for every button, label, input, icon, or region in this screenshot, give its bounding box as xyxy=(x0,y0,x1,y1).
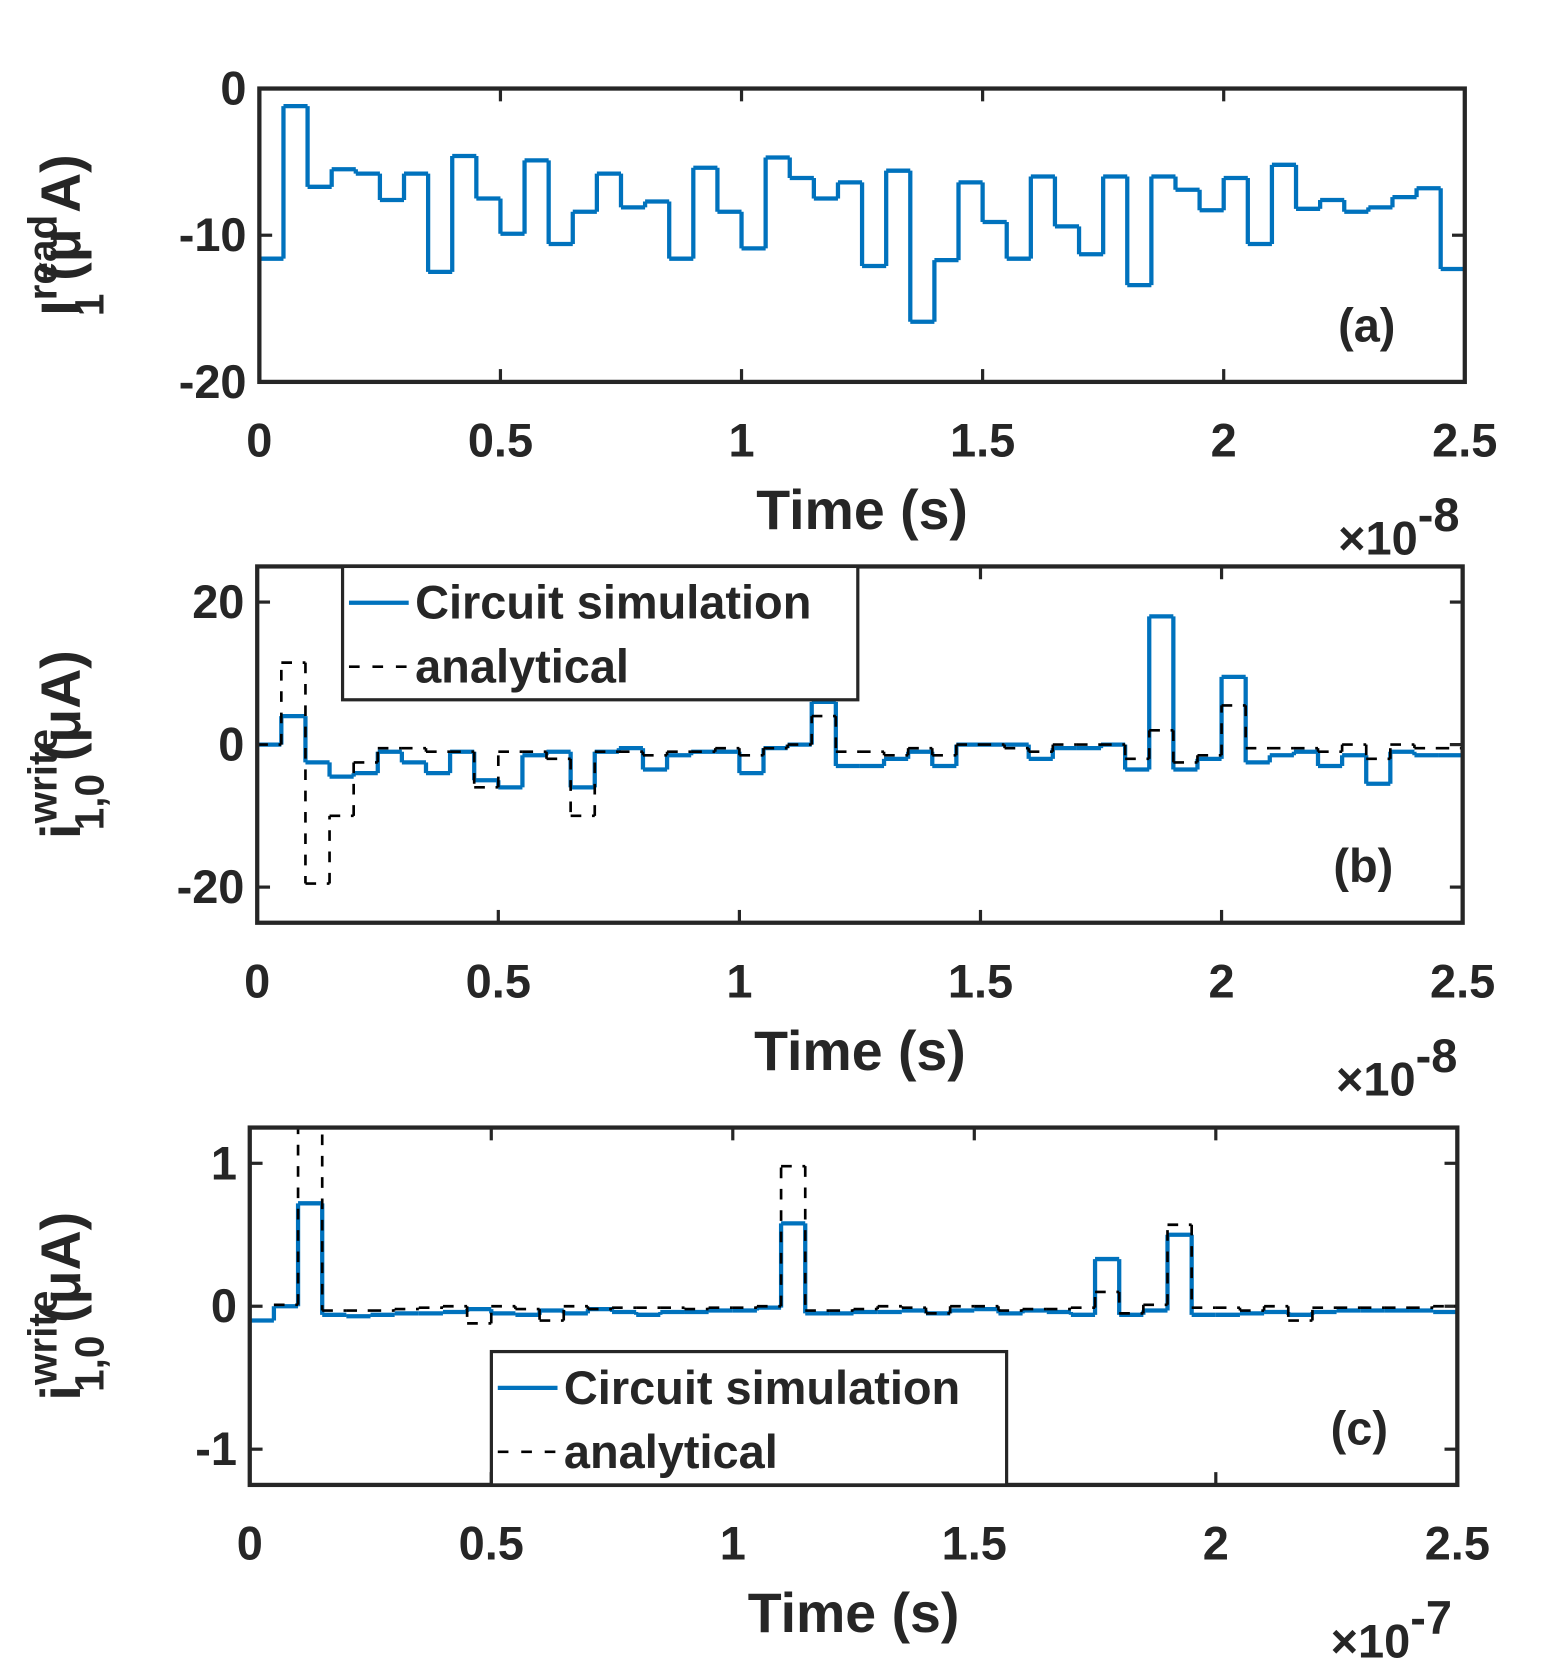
x-exponent: ×10-8 xyxy=(1336,1030,1457,1105)
y-label-unit: (μA) xyxy=(30,650,92,761)
legend-box xyxy=(340,564,860,702)
y-label-main: i xyxy=(30,824,92,839)
subplot: 0 0.5 1 1.5 2 2.5 -20 0 20 (b) Time (s) ×10-8 iwrite… xyxy=(20,564,1495,1106)
y-label-unit: (μ A) xyxy=(30,154,92,280)
plot-area xyxy=(257,614,1463,885)
x-exponent-power: -8 xyxy=(1418,489,1460,541)
y-axis-label: iwrite1,0 (μA) xyxy=(20,650,113,839)
x-exponent: ×10-8 xyxy=(1338,489,1459,564)
x-tick-label: 2.5 xyxy=(1425,1518,1490,1570)
x-tick-label: 1 xyxy=(728,415,754,467)
x-tick-label: 1 xyxy=(720,1518,746,1570)
legend-label: Circuit simulation xyxy=(564,1362,960,1414)
x-exponent-power: -7 xyxy=(1410,1592,1452,1644)
plot-area xyxy=(249,1127,1458,1325)
y-label-sup: read xyxy=(20,215,66,301)
y-tick-label: -1 xyxy=(195,1423,237,1475)
y-label-sup: write xyxy=(20,1291,66,1387)
x-tick-label: 0.5 xyxy=(466,955,531,1007)
subplot: 0 0.5 1 1.5 2 2.5 -20 -10 0 (a) Time (s) ×10-8 Iread… xyxy=(20,63,1498,565)
x-tick-label: 1.5 xyxy=(942,1518,1007,1570)
x-exponent-base: ×10 xyxy=(1338,513,1418,565)
subplot: 0 0.5 1 1.5 2 2.5-101(c)Time (s) ×10-7iwrite1,… xyxy=(20,1125,1490,1668)
y-axis-label: iwrite1,0 (μA) xyxy=(20,1212,113,1401)
y-label-main: i xyxy=(30,1385,92,1400)
x-exponent-power: -8 xyxy=(1416,1030,1458,1082)
x-axis-label: Time (s) xyxy=(748,1582,960,1644)
x-tick-label: 1.5 xyxy=(950,415,1015,467)
y-label-sub: 1,0 xyxy=(67,774,113,830)
y-label-main: I xyxy=(30,300,92,315)
y-tick-label: 20 xyxy=(192,576,244,628)
y-tick-label: -10 xyxy=(179,209,247,261)
x-tick-label: 2.5 xyxy=(1430,955,1495,1007)
x-tick-label: 0 xyxy=(246,415,272,467)
x-tick-label: 0 xyxy=(244,955,270,1007)
axes-frame xyxy=(257,86,1467,385)
y-label-sup: write xyxy=(20,729,66,825)
x-tick-label: 0.5 xyxy=(468,415,533,467)
y-tick-label: 0 xyxy=(211,1280,237,1332)
y-tick-label: 0 xyxy=(220,63,246,115)
x-tick-label: 1.5 xyxy=(948,955,1013,1007)
y-label-sub: 1 xyxy=(67,294,113,317)
y-axis-label: Iread1 (μ A) xyxy=(20,154,113,316)
x-tick-label: 1 xyxy=(726,955,752,1007)
legend: Circuit simulation analytical xyxy=(489,1349,1009,1487)
x-tick-label: 0.5 xyxy=(459,1518,524,1570)
x-tick-label: 2 xyxy=(1209,955,1235,1007)
x-exponent-base: ×10 xyxy=(1331,1616,1411,1668)
y-tick-label: 1 xyxy=(211,1137,237,1189)
x-tick-label: 0 xyxy=(237,1518,263,1570)
legend-label: analytical xyxy=(564,1426,778,1478)
axes-frame xyxy=(255,564,1465,925)
y-label-sub: 1,0 xyxy=(67,1336,113,1392)
plot-area xyxy=(259,104,1465,324)
x-tick-label: 2 xyxy=(1203,1518,1229,1570)
x-tick-label: 2 xyxy=(1211,415,1237,467)
y-label-unit: (μA) xyxy=(30,1212,92,1323)
legend-label: Circuit simulation xyxy=(415,577,811,629)
y-tick-label: -20 xyxy=(177,861,245,913)
panel-label: (a) xyxy=(1338,299,1395,351)
x-exponent-base: ×10 xyxy=(1336,1054,1416,1106)
panel-label: (b) xyxy=(1333,840,1393,892)
x-axis-label: Time (s) xyxy=(756,479,968,541)
x-exponent: ×10-7 xyxy=(1331,1592,1452,1667)
y-tick-label: -20 xyxy=(179,356,247,408)
legend: Circuit simulation analytical xyxy=(340,564,860,702)
x-tick-label: 2.5 xyxy=(1432,415,1497,467)
panel-label: (c) xyxy=(1331,1402,1388,1454)
legend-label: analytical xyxy=(415,641,629,693)
legend-box xyxy=(489,1349,1009,1487)
x-axis-label: Time (s) xyxy=(754,1020,966,1082)
y-tick-label: 0 xyxy=(218,719,244,771)
